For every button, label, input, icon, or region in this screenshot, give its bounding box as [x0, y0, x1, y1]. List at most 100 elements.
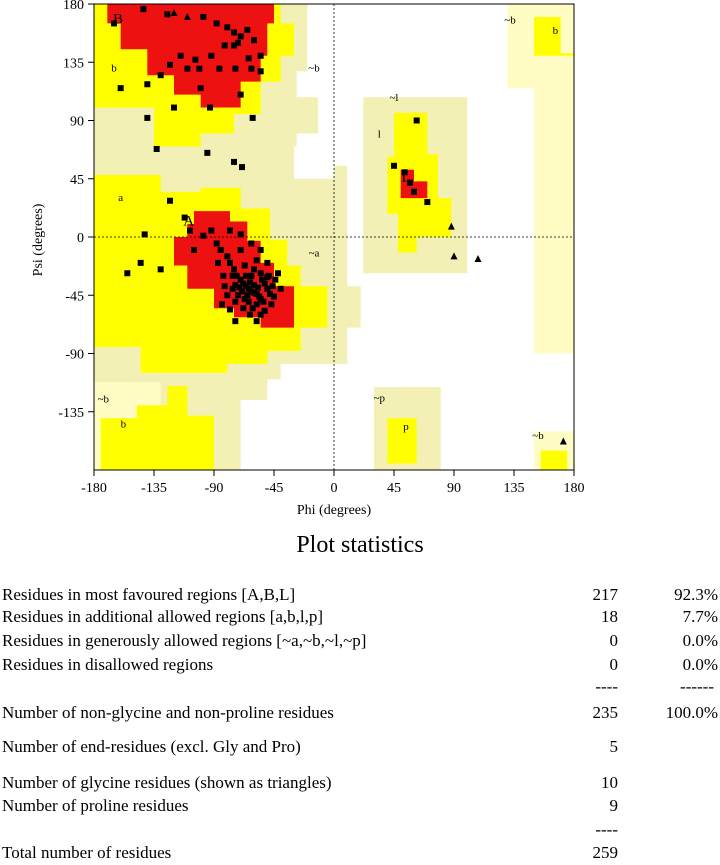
residue-point	[268, 301, 275, 308]
residue-point	[271, 293, 277, 300]
stats-label: Residues in generously allowed regions […	[2, 631, 367, 650]
residue-point	[227, 306, 233, 313]
residue-point	[157, 266, 164, 273]
glycine-point	[170, 9, 178, 17]
residue-point	[197, 85, 204, 92]
stats-label: Residues in disallowed regions	[2, 655, 214, 674]
stats-count: 10	[601, 773, 618, 792]
residue-point	[192, 56, 199, 63]
stats-row-favoured: Residues in most favoured regions [A,B,L…	[0, 585, 720, 607]
residue-point	[124, 270, 131, 277]
x-tick-label: -180	[81, 481, 107, 496]
residue-point	[153, 145, 160, 152]
residue-point	[391, 162, 397, 169]
residue-point	[257, 68, 264, 75]
residue-point	[231, 266, 237, 273]
residue-point	[259, 276, 265, 283]
residue-point	[247, 279, 253, 286]
glycine-point	[183, 12, 191, 20]
region-label: L	[401, 169, 410, 185]
residue-point	[232, 298, 239, 305]
residue-point	[244, 26, 251, 33]
residue-point	[260, 298, 267, 305]
x-tick-label: -45	[265, 481, 284, 496]
stats-row-disallowed: Residues in disallowed regions 0 0.0%	[0, 655, 720, 677]
residue-point	[275, 270, 281, 277]
residue-point	[157, 72, 164, 79]
stats-label: Residues in additional allowed regions […	[2, 607, 324, 626]
y-tick-label: -135	[58, 406, 84, 421]
residue-point	[240, 305, 247, 312]
residue-point	[261, 280, 268, 287]
x-tick-label: 90	[447, 481, 461, 496]
x-tick-label: -135	[141, 481, 167, 496]
total-separator: ----	[595, 820, 618, 839]
plot-regions	[94, 4, 574, 470]
residue-point	[265, 272, 272, 279]
residue-point	[251, 37, 257, 44]
region-labels: Bb ~b ~l l La A ~a ~b b ~b b ~p p ~b	[98, 11, 559, 442]
residue-point	[245, 298, 252, 305]
most-favoured-region	[400, 169, 428, 199]
residue-point	[239, 288, 245, 295]
residue-point	[248, 65, 255, 72]
residue-point	[181, 214, 188, 221]
x-tick-label: 135	[504, 481, 525, 496]
residue-point	[272, 276, 279, 283]
residue-point	[241, 262, 248, 269]
disallowed-region	[296, 71, 321, 98]
residue-point	[251, 266, 257, 273]
residue-point	[245, 55, 252, 62]
residue-point	[208, 52, 215, 59]
y-tick-label: -45	[65, 289, 84, 304]
residue-point	[248, 240, 255, 247]
residue-point	[233, 272, 240, 279]
plot-axes: -180 -135 -90 -45 0 45 90 135 180 180 135 90 45 0 -45 -…	[58, 0, 584, 496]
residue-point	[184, 65, 191, 72]
residue-point	[141, 231, 148, 238]
stats-row-total: Total number of residues 259	[0, 843, 720, 865]
residue-point	[213, 20, 220, 27]
residue-point	[257, 52, 264, 59]
residue-point	[220, 272, 227, 279]
y-tick-label: 135	[63, 56, 84, 71]
residue-point	[255, 284, 261, 291]
x-tick-label: 45	[387, 481, 401, 496]
residue-point	[244, 292, 251, 299]
data-points	[111, 6, 567, 445]
region-label: b	[121, 418, 127, 430]
y-tick-label: -90	[65, 348, 84, 363]
residue-point	[253, 301, 260, 308]
residue-point	[204, 149, 211, 156]
residue-point	[187, 227, 193, 234]
stats-count: 18	[601, 607, 618, 626]
residue-point	[243, 272, 249, 279]
residue-point	[239, 164, 245, 171]
glycine-point	[447, 222, 455, 230]
generously-allowed-region	[507, 4, 574, 354]
stats-count: 9	[609, 796, 619, 815]
residue-point	[221, 42, 228, 49]
stats-count: 0	[609, 655, 619, 674]
residue-point	[257, 311, 264, 318]
region-label: l	[378, 128, 381, 140]
residue-point	[257, 270, 264, 277]
residue-point	[117, 85, 124, 92]
residue-point	[237, 91, 244, 98]
residue-point	[229, 285, 236, 292]
residue-point	[235, 292, 241, 299]
residue-point	[407, 179, 413, 186]
residue-point	[216, 65, 223, 72]
additional-allowed-region	[534, 16, 574, 56]
residue-point	[191, 246, 197, 253]
residue-point	[164, 11, 171, 18]
residue-point	[140, 6, 147, 13]
residue-point	[401, 169, 408, 176]
residue-point	[215, 259, 221, 266]
residue-point	[231, 158, 237, 165]
residue-point	[251, 281, 257, 288]
y-tick-label: 0	[77, 231, 84, 246]
residue-point	[261, 307, 268, 314]
stats-count: 5	[609, 737, 619, 756]
region-label: ~b	[504, 14, 516, 26]
